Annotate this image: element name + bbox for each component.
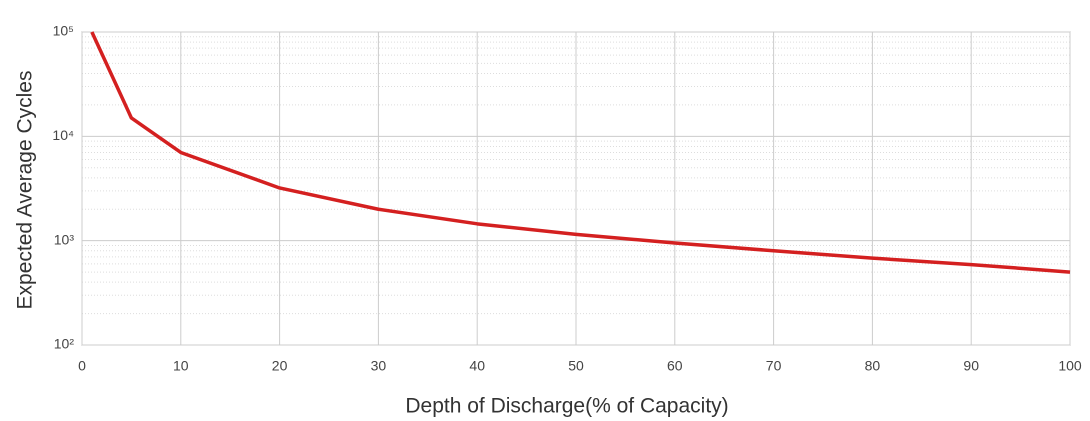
x-axis-label: Depth of Discharge(% of Capacity) (405, 395, 728, 418)
x-tick-label: 10 (173, 358, 189, 374)
x-tick-label: 90 (963, 358, 979, 374)
y-tick-label: 10⁵ (53, 23, 74, 39)
x-tick-label: 0 (78, 358, 86, 374)
x-tick-label: 70 (766, 358, 782, 374)
x-tick-label: 40 (469, 358, 485, 374)
y-tick-label: 10³ (54, 231, 75, 247)
x-tick-label: 60 (667, 358, 683, 374)
x-tick-label: 50 (568, 358, 584, 374)
chart: Depth of Discharge(% of Capacity) Expect… (0, 0, 1090, 421)
y-axis-label: Expected Average Cycles (14, 71, 37, 310)
x-tick-label: 80 (865, 358, 881, 374)
x-tick-label: 30 (371, 358, 387, 374)
x-tick-label: 100 (1058, 358, 1082, 374)
y-tick-label: 10² (54, 336, 75, 352)
x-tick-label: 20 (272, 358, 288, 374)
y-tick-label: 10⁴ (52, 127, 74, 143)
